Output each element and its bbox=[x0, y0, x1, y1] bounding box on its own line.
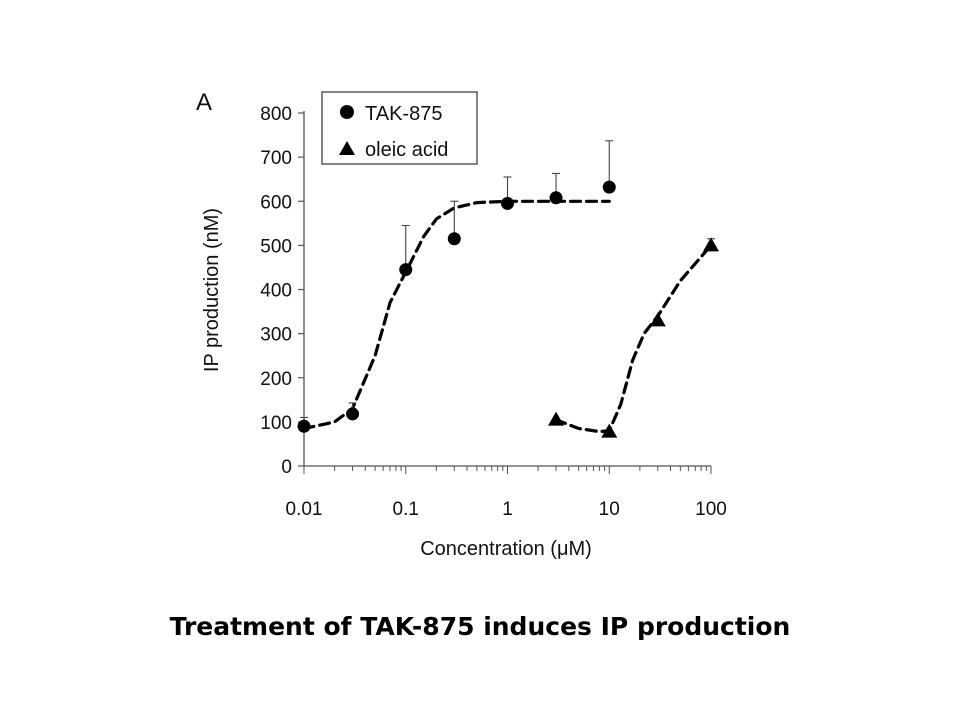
figure-caption: Treatment of TAK-875 induces IP producti… bbox=[169, 612, 791, 641]
oleic-acid-point bbox=[649, 312, 666, 327]
tak-875-point bbox=[297, 419, 311, 433]
oleic-acid-point bbox=[548, 411, 565, 426]
legend-label-tak875: TAK-875 bbox=[365, 103, 442, 125]
y-axis-label: IP production (nM) bbox=[201, 208, 223, 372]
tak-875-point bbox=[549, 191, 563, 205]
oleic-acid-point bbox=[703, 237, 719, 252]
x-tick-label: 0.01 bbox=[286, 499, 323, 520]
legend-label-oleic-acid: oleic acid bbox=[365, 139, 448, 161]
y-tick-label: 0 bbox=[281, 457, 292, 478]
legend-circle-marker bbox=[340, 105, 354, 119]
x-tick-label: 10 bbox=[599, 499, 620, 520]
y-tick-label: 100 bbox=[260, 413, 292, 434]
tak-875-point bbox=[399, 263, 413, 277]
y-tick-label: 400 bbox=[260, 281, 292, 302]
tak-875-point bbox=[346, 407, 360, 421]
oleic-acid-fit-curve bbox=[554, 243, 713, 434]
oleic-acid-point bbox=[601, 423, 618, 438]
x-tick-label: 1 bbox=[502, 499, 513, 520]
y-tick-label: 800 bbox=[260, 104, 292, 125]
tak-875-point bbox=[602, 180, 616, 194]
plot-area: 0 100 200 300 400 500 600 700 800 0.01 0.1 1 10 100 bbox=[260, 104, 727, 520]
y-tick-label: 500 bbox=[260, 236, 292, 257]
x-tick-label: 100 bbox=[695, 499, 727, 520]
tak-875-point bbox=[501, 196, 514, 210]
legend-triangle-marker bbox=[339, 141, 355, 155]
x-tick-label: 0.1 bbox=[393, 499, 419, 520]
y-tick-label: 200 bbox=[260, 369, 292, 390]
y-tick-label: 600 bbox=[260, 192, 292, 213]
x-axis-label: Concentration (μM) bbox=[420, 538, 592, 560]
panel-label: A bbox=[196, 89, 212, 116]
y-tick-label: 700 bbox=[260, 148, 292, 169]
legend: TAK-875 oleic acid bbox=[321, 91, 478, 165]
y-tick-label: 300 bbox=[260, 325, 292, 346]
tak-875-point bbox=[447, 232, 461, 246]
